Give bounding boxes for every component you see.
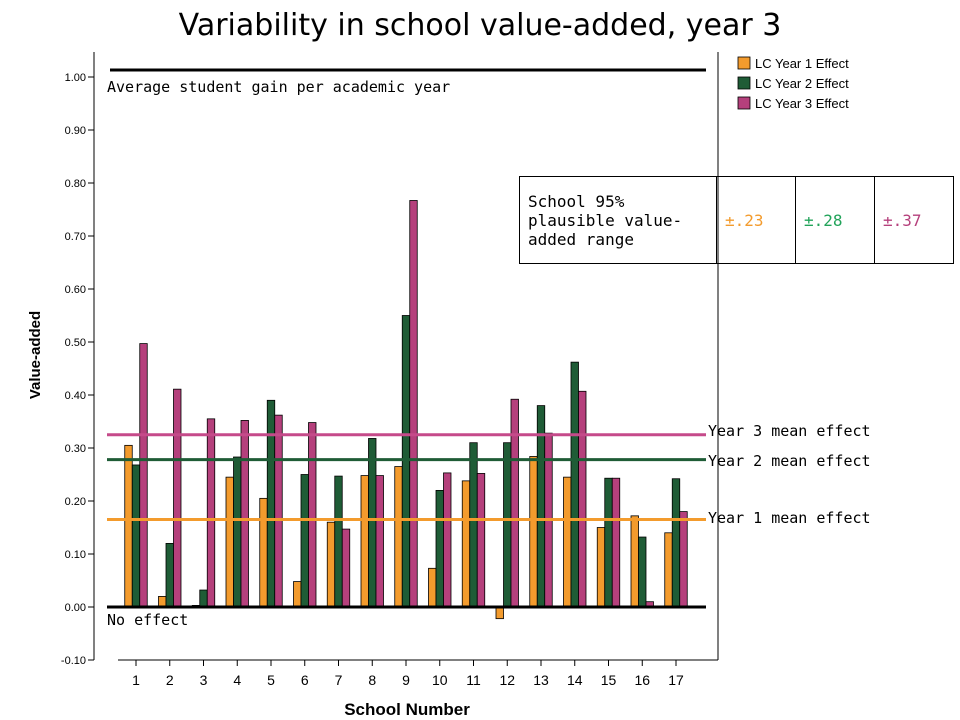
y-tick-label: 0.00 xyxy=(65,602,86,614)
bar-3-school-1 xyxy=(139,343,148,608)
y-tick-label: 1.00 xyxy=(65,72,86,84)
bar-2-school-16 xyxy=(638,536,647,608)
bar-1-school-16 xyxy=(630,515,639,608)
bar-3-school-10 xyxy=(443,472,452,608)
x-tick-label: 5 xyxy=(267,672,275,688)
legend-label-1: LC Year 1 Effect xyxy=(755,56,849,71)
bar-1-school-14 xyxy=(563,476,572,608)
bar-1-school-8 xyxy=(360,475,369,608)
y-tick-label: 0.10 xyxy=(65,549,86,561)
y-tick-label: 0.80 xyxy=(65,178,86,190)
range-header-line-2: plausible value- xyxy=(528,210,683,230)
range-table-header: School 95% plausible value- added range xyxy=(519,176,717,264)
bar-1-school-13 xyxy=(529,456,538,608)
bar-1-school-12 xyxy=(495,606,504,620)
y-axis-label: Value-added xyxy=(27,311,44,399)
no-effect-label: No effect xyxy=(107,611,188,629)
average-gain-label: Average student gain per academic year xyxy=(107,78,450,96)
bar-1-school-10 xyxy=(428,567,437,608)
legend-swatch-1 xyxy=(737,56,751,70)
y-tick-label: 0.30 xyxy=(65,443,86,455)
bar-3-school-14 xyxy=(578,390,587,608)
bar-1-school-7 xyxy=(326,521,336,608)
x-tick-label: 15 xyxy=(601,672,617,688)
bar-3-school-7 xyxy=(341,528,351,608)
bar-1-school-15 xyxy=(596,527,606,608)
y-tick-label: -0.10 xyxy=(61,655,86,667)
y-tick-label: 0.20 xyxy=(65,496,86,508)
legend-label-3: LC Year 3 Effect xyxy=(755,96,849,111)
x-tick-label: 14 xyxy=(567,672,583,688)
legend-swatch-2 xyxy=(737,76,751,90)
x-tick-label: 8 xyxy=(368,672,376,688)
range-year-2: ±.28 xyxy=(795,176,875,264)
y-tick-label: 0.90 xyxy=(65,125,86,137)
bar-2-school-17 xyxy=(671,478,681,608)
x-tick-label: 16 xyxy=(634,672,650,688)
plausible-range-table: School 95% plausible value- added range … xyxy=(519,176,954,264)
bar-1-school-4 xyxy=(225,476,234,608)
bar-2-school-8 xyxy=(368,438,377,608)
bar-1-school-6 xyxy=(293,581,302,608)
bar-1-school-2 xyxy=(158,596,167,608)
mean-label-1: Year 3 mean effect xyxy=(708,422,871,440)
bar-3-school-15 xyxy=(611,477,621,608)
bar-2-school-1 xyxy=(131,464,141,608)
range-header-line-3: added range xyxy=(528,229,634,249)
bar-3-school-11 xyxy=(476,473,486,608)
bar-2-school-6 xyxy=(300,474,309,608)
bar-2-school-5 xyxy=(266,399,276,608)
range-header-line-1: School 95% xyxy=(528,191,625,211)
bar-3-school-8 xyxy=(375,475,384,608)
bar-2-school-11 xyxy=(469,442,478,608)
chart-title: Variability in school value-added, year … xyxy=(178,8,782,43)
bar-1-school-17 xyxy=(664,532,673,608)
y-tick-label: 0.40 xyxy=(65,390,86,402)
bar-2-school-7 xyxy=(334,475,343,608)
x-axis-label: School Number xyxy=(344,700,470,719)
x-tick-label: 9 xyxy=(402,672,410,688)
bar-2-school-10 xyxy=(435,489,444,608)
x-tick-label: 2 xyxy=(166,672,174,688)
x-tick-label: 13 xyxy=(533,672,549,688)
bar-3-school-9 xyxy=(409,200,418,608)
mean-label-2: Year 2 mean effect xyxy=(708,452,871,470)
bar-3-school-5 xyxy=(274,414,283,608)
x-tick-label: 7 xyxy=(335,672,343,688)
x-tick-label: 1 xyxy=(132,672,140,688)
bar-2-school-3 xyxy=(199,589,208,608)
x-tick-label: 11 xyxy=(466,672,481,688)
bar-1-school-1 xyxy=(124,444,133,608)
bar-2-school-12 xyxy=(503,442,512,608)
x-tick-label: 6 xyxy=(301,672,309,688)
legend-label-2: LC Year 2 Effect xyxy=(755,76,849,91)
x-tick-label: 17 xyxy=(668,672,684,688)
bar-2-school-9 xyxy=(401,315,411,608)
bar-3-school-17 xyxy=(679,511,688,608)
x-tick-label: 3 xyxy=(200,672,208,688)
x-tick-label: 10 xyxy=(432,672,448,688)
range-year-1: ±.23 xyxy=(716,176,796,264)
x-tick-label: 12 xyxy=(499,672,515,688)
bar-1-school-5 xyxy=(259,497,268,608)
bar-3-school-12 xyxy=(510,398,519,608)
bar-1-school-11 xyxy=(461,480,471,608)
bar-2-school-14 xyxy=(570,361,579,608)
legend-swatch-3 xyxy=(737,96,751,110)
y-tick-label: 0.60 xyxy=(65,284,86,296)
bar-3-school-6 xyxy=(308,422,317,608)
bar-3-school-4 xyxy=(240,420,249,608)
range-year-3: ±.37 xyxy=(874,176,954,264)
y-tick-label: 0.70 xyxy=(65,231,86,243)
bar-1-school-9 xyxy=(394,466,403,608)
bar-2-school-2 xyxy=(165,543,174,608)
x-tick-label: 4 xyxy=(233,672,241,688)
bar-3-school-3 xyxy=(206,418,216,608)
bar-2-school-15 xyxy=(604,477,613,608)
bar-2-school-4 xyxy=(233,456,242,608)
mean-label-3: Year 1 mean effect xyxy=(708,509,871,527)
y-tick-label: 0.50 xyxy=(65,337,86,349)
bar-3-school-2 xyxy=(173,388,182,608)
